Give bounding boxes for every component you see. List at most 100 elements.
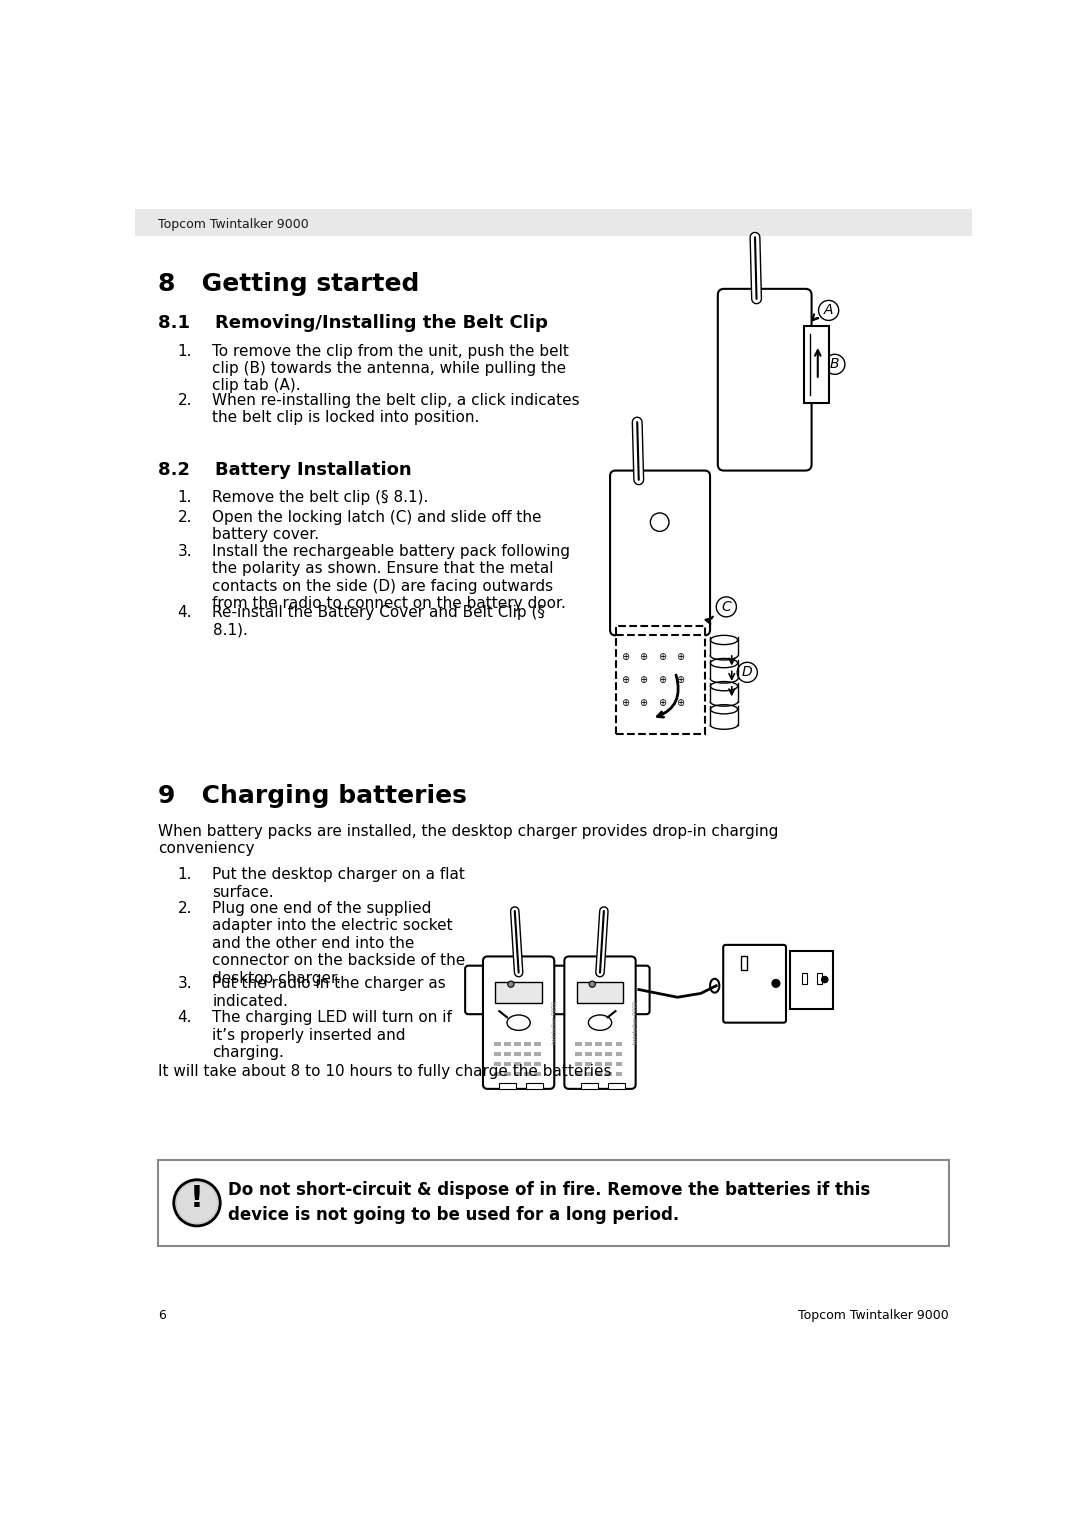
Text: ⊕: ⊕ [676, 652, 685, 662]
Text: ⊕: ⊕ [621, 652, 629, 662]
Circle shape [590, 981, 595, 987]
Bar [585, 1073, 592, 1076]
Bar [535, 1073, 541, 1076]
Bar [514, 1062, 521, 1067]
Text: 2.: 2. [177, 902, 192, 915]
Bar [499, 1083, 516, 1089]
Bar [595, 1051, 603, 1056]
Bar [606, 1073, 612, 1076]
Text: 8   Getting started: 8 Getting started [159, 272, 420, 296]
Bar [585, 1051, 592, 1056]
Bar [595, 1062, 603, 1067]
Bar [595, 1073, 603, 1076]
Bar [524, 1051, 531, 1056]
Bar [606, 1042, 612, 1045]
Text: It will take about 8 to 10 hours to fully charge the batteries: It will take about 8 to 10 hours to full… [159, 1063, 611, 1079]
Text: C: C [721, 601, 731, 614]
Text: B: B [831, 358, 839, 371]
Text: ⊕: ⊕ [658, 652, 666, 662]
Text: 8.2    Battery Installation: 8.2 Battery Installation [159, 460, 411, 478]
Bar [801, 973, 807, 984]
Bar [504, 1051, 511, 1056]
Bar [616, 1062, 622, 1067]
Text: Put the desktop charger on a flat
surface.: Put the desktop charger on a flat surfac… [213, 866, 465, 900]
Bar [494, 1073, 501, 1076]
Bar [576, 1073, 582, 1076]
Bar [535, 1062, 541, 1067]
Bar [804, 325, 828, 403]
Bar [494, 1051, 501, 1056]
Text: 9   Charging batteries: 9 Charging batteries [159, 784, 468, 808]
Bar [741, 957, 747, 970]
Text: 1.: 1. [177, 866, 192, 882]
Text: twintalker 9000: twintalker 9000 [633, 1001, 638, 1044]
Text: Open the locking latch (C) and slide off the
battery cover.: Open the locking latch (C) and slide off… [213, 510, 542, 542]
Text: twintalker 9000: twintalker 9000 [552, 1001, 557, 1044]
Bar [135, 209, 972, 235]
Bar [577, 983, 623, 1004]
Text: A: A [824, 304, 834, 318]
Bar [581, 1083, 597, 1089]
Text: Remove the belt clip (§ 8.1).: Remove the belt clip (§ 8.1). [213, 490, 429, 504]
Bar [616, 1051, 622, 1056]
Text: 6: 6 [159, 1309, 166, 1322]
Text: Re-install the Battery Cover and Belt Clip (§
8.1).: Re-install the Battery Cover and Belt Cl… [213, 605, 545, 637]
Ellipse shape [710, 979, 719, 993]
Text: ⊕: ⊕ [676, 675, 685, 685]
Circle shape [174, 1180, 220, 1225]
Bar [504, 1042, 511, 1045]
Text: 8.1    Removing/Installing the Belt Clip: 8.1 Removing/Installing the Belt Clip [159, 315, 549, 332]
FancyBboxPatch shape [724, 944, 786, 1022]
Bar [585, 1042, 592, 1045]
Bar [524, 1062, 531, 1067]
Text: 2.: 2. [177, 393, 192, 408]
FancyBboxPatch shape [483, 957, 554, 1089]
Bar [616, 1073, 622, 1076]
Bar [514, 1051, 521, 1056]
Bar [576, 1062, 582, 1067]
Text: device is not going to be used for a long period.: device is not going to be used for a lon… [228, 1206, 679, 1224]
Text: ⊕: ⊕ [639, 652, 648, 662]
Text: Topcom Twintalker 9000: Topcom Twintalker 9000 [798, 1309, 948, 1322]
Text: ⊕: ⊕ [658, 675, 666, 685]
Bar [159, 1160, 948, 1245]
Bar [585, 1062, 592, 1067]
Bar [504, 1073, 511, 1076]
Bar [504, 1062, 511, 1067]
Bar [514, 1042, 521, 1045]
Text: ⊕: ⊕ [621, 675, 629, 685]
Circle shape [508, 981, 514, 987]
Bar [535, 1042, 541, 1045]
Bar [616, 626, 704, 733]
Bar [595, 1042, 603, 1045]
Bar [526, 1083, 543, 1089]
Circle shape [772, 979, 780, 987]
Text: When battery packs are installed, the desktop charger provides drop-in charging
: When battery packs are installed, the de… [159, 824, 779, 856]
Bar [616, 1042, 622, 1045]
Bar [606, 1062, 612, 1067]
Text: 1.: 1. [177, 490, 192, 504]
Text: 2.: 2. [177, 510, 192, 524]
Text: Put the radio in the charger as
indicated.: Put the radio in the charger as indicate… [213, 976, 446, 1008]
Circle shape [822, 976, 828, 983]
Text: ⊕: ⊕ [621, 698, 629, 707]
Bar [514, 1073, 521, 1076]
Text: Install the rechargeable battery pack following
the polarity as shown. Ensure th: Install the rechargeable battery pack fo… [213, 544, 570, 611]
Text: To remove the clip from the unit, push the belt
clip (B) towards the antenna, wh: To remove the clip from the unit, push t… [213, 344, 569, 393]
Text: 3.: 3. [177, 544, 192, 559]
Text: When re-installing the belt clip, a click indicates
the belt clip is locked into: When re-installing the belt clip, a clic… [213, 393, 580, 425]
Bar [816, 973, 823, 984]
FancyBboxPatch shape [565, 957, 636, 1089]
Text: 1.: 1. [177, 344, 192, 359]
Circle shape [177, 1183, 217, 1222]
Text: Plug one end of the supplied
adapter into the electric socket
and the other end : Plug one end of the supplied adapter int… [213, 902, 465, 986]
Text: 4.: 4. [177, 605, 192, 620]
Text: !: ! [190, 1184, 204, 1213]
Bar [535, 1051, 541, 1056]
Bar [494, 1042, 501, 1045]
FancyBboxPatch shape [718, 289, 811, 471]
Text: ⊕: ⊕ [676, 698, 685, 707]
Bar [524, 1073, 531, 1076]
Bar [494, 1062, 501, 1067]
Text: 3.: 3. [177, 976, 192, 992]
